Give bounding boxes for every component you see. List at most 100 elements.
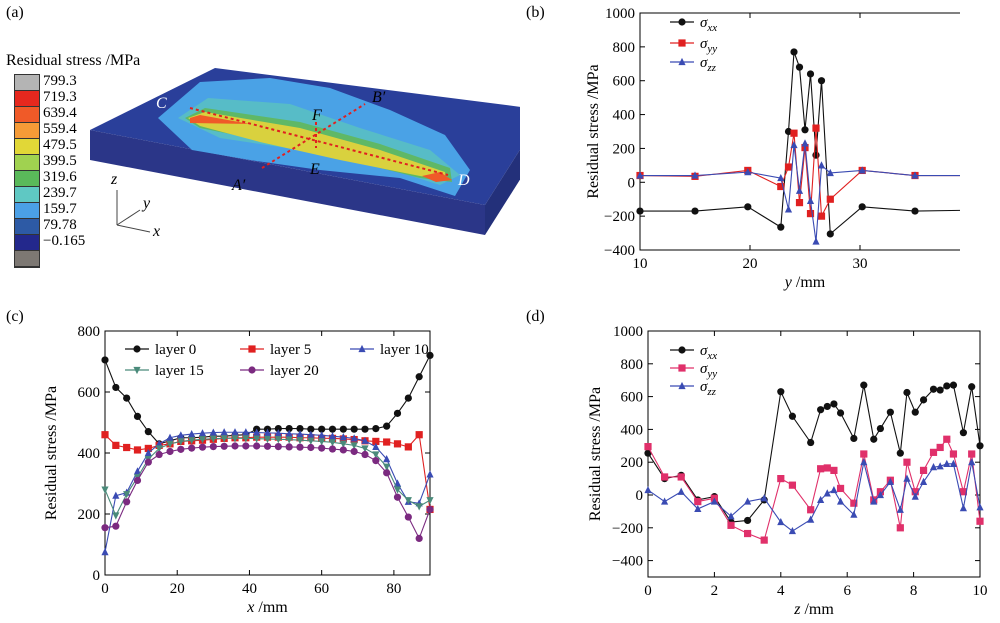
data-point <box>296 425 304 433</box>
data-point <box>318 425 326 433</box>
data-point <box>263 442 272 450</box>
data-point <box>209 442 217 451</box>
data-point <box>339 433 347 441</box>
data-point <box>328 425 337 433</box>
x-axis-label: z /mm <box>793 601 834 618</box>
y-tick-label: 800 <box>78 324 101 340</box>
y-tick-label: 200 <box>621 455 644 471</box>
colorbar-label: 159.7 <box>43 201 77 217</box>
legend-marker <box>133 366 141 375</box>
colorbar-label: 239.7 <box>43 185 77 201</box>
plate-right-face <box>485 149 520 235</box>
data-point <box>404 497 412 505</box>
data-point <box>777 223 785 231</box>
axis-label-z: z <box>110 171 118 188</box>
data-point <box>826 230 834 238</box>
series-line <box>640 51 960 236</box>
x-tick-label: 20 <box>170 581 185 597</box>
data-point <box>372 442 380 450</box>
data-point <box>777 388 785 396</box>
data-point <box>296 429 304 438</box>
data-point <box>870 435 878 443</box>
data-point <box>209 428 217 436</box>
data-point <box>285 425 293 433</box>
data-point <box>339 425 347 433</box>
plate-front-face <box>90 130 485 235</box>
point-label-e: E <box>309 161 320 178</box>
data-point <box>133 467 142 475</box>
x-tick-label: 0 <box>644 583 652 599</box>
data-point <box>155 439 163 447</box>
data-point <box>144 428 152 436</box>
data-point <box>858 203 866 211</box>
y-tick-label: 1000 <box>613 324 643 340</box>
data-point <box>795 199 804 207</box>
data-point <box>307 430 315 438</box>
data-point <box>694 497 702 506</box>
legend-marker <box>358 344 366 353</box>
data-point <box>806 70 815 78</box>
panel-label-a: (a) <box>6 4 24 21</box>
data-point <box>959 504 967 512</box>
point-label-a: A′ <box>231 177 246 194</box>
data-point <box>936 386 944 394</box>
data-point <box>760 494 768 502</box>
data-point <box>807 515 815 523</box>
colorbar-label: 639.4 <box>43 105 77 121</box>
y-tick-label: 400 <box>621 422 644 438</box>
y-tick-label: 800 <box>621 357 644 373</box>
data-point <box>123 498 131 506</box>
data-point <box>263 428 272 436</box>
data-point <box>817 161 826 169</box>
data-point <box>777 173 785 182</box>
data-point <box>188 429 196 438</box>
data-point <box>101 486 109 494</box>
data-point <box>231 442 239 450</box>
data-point <box>328 432 337 440</box>
data-point <box>826 195 834 203</box>
data-point <box>350 442 358 450</box>
data-point <box>788 412 797 420</box>
data-point <box>144 458 152 466</box>
data-point <box>850 434 858 443</box>
data-point <box>795 186 804 194</box>
legend-label: layer 15 <box>155 363 204 379</box>
data-point <box>896 524 904 532</box>
data-point <box>876 424 884 433</box>
data-point <box>661 473 669 481</box>
data-point <box>198 436 207 444</box>
data-point <box>274 442 282 451</box>
data-point <box>644 485 652 494</box>
data-point <box>943 459 951 467</box>
data-point <box>836 497 845 505</box>
series-line <box>104 437 431 517</box>
data-point <box>903 388 911 397</box>
data-point <box>691 171 699 179</box>
axis-triad <box>116 190 151 233</box>
data-point <box>307 443 315 452</box>
data-point <box>318 444 326 452</box>
data-point <box>777 475 785 483</box>
colorbar-title: Residual stress /MPa <box>6 52 141 69</box>
legend-label: σzz <box>700 55 717 74</box>
data-point <box>784 205 793 213</box>
colorbar-segment <box>15 155 39 171</box>
data-point <box>936 443 944 452</box>
legend-label: σyy <box>700 361 717 380</box>
data-point <box>285 429 293 437</box>
x-tick-label: 20 <box>743 256 758 272</box>
data-point <box>220 442 228 450</box>
data-point <box>133 412 142 420</box>
y-tick-label: 1000 <box>605 6 635 22</box>
y-tick-label: 200 <box>78 507 101 523</box>
data-point <box>836 409 845 417</box>
data-point <box>361 450 369 459</box>
y-tick-label: 600 <box>613 74 636 90</box>
data-point <box>404 513 412 521</box>
data-point <box>361 445 369 453</box>
x-tick-label: 4 <box>777 583 785 599</box>
data-point <box>777 517 785 526</box>
data-point <box>253 442 261 450</box>
data-point <box>318 438 326 446</box>
